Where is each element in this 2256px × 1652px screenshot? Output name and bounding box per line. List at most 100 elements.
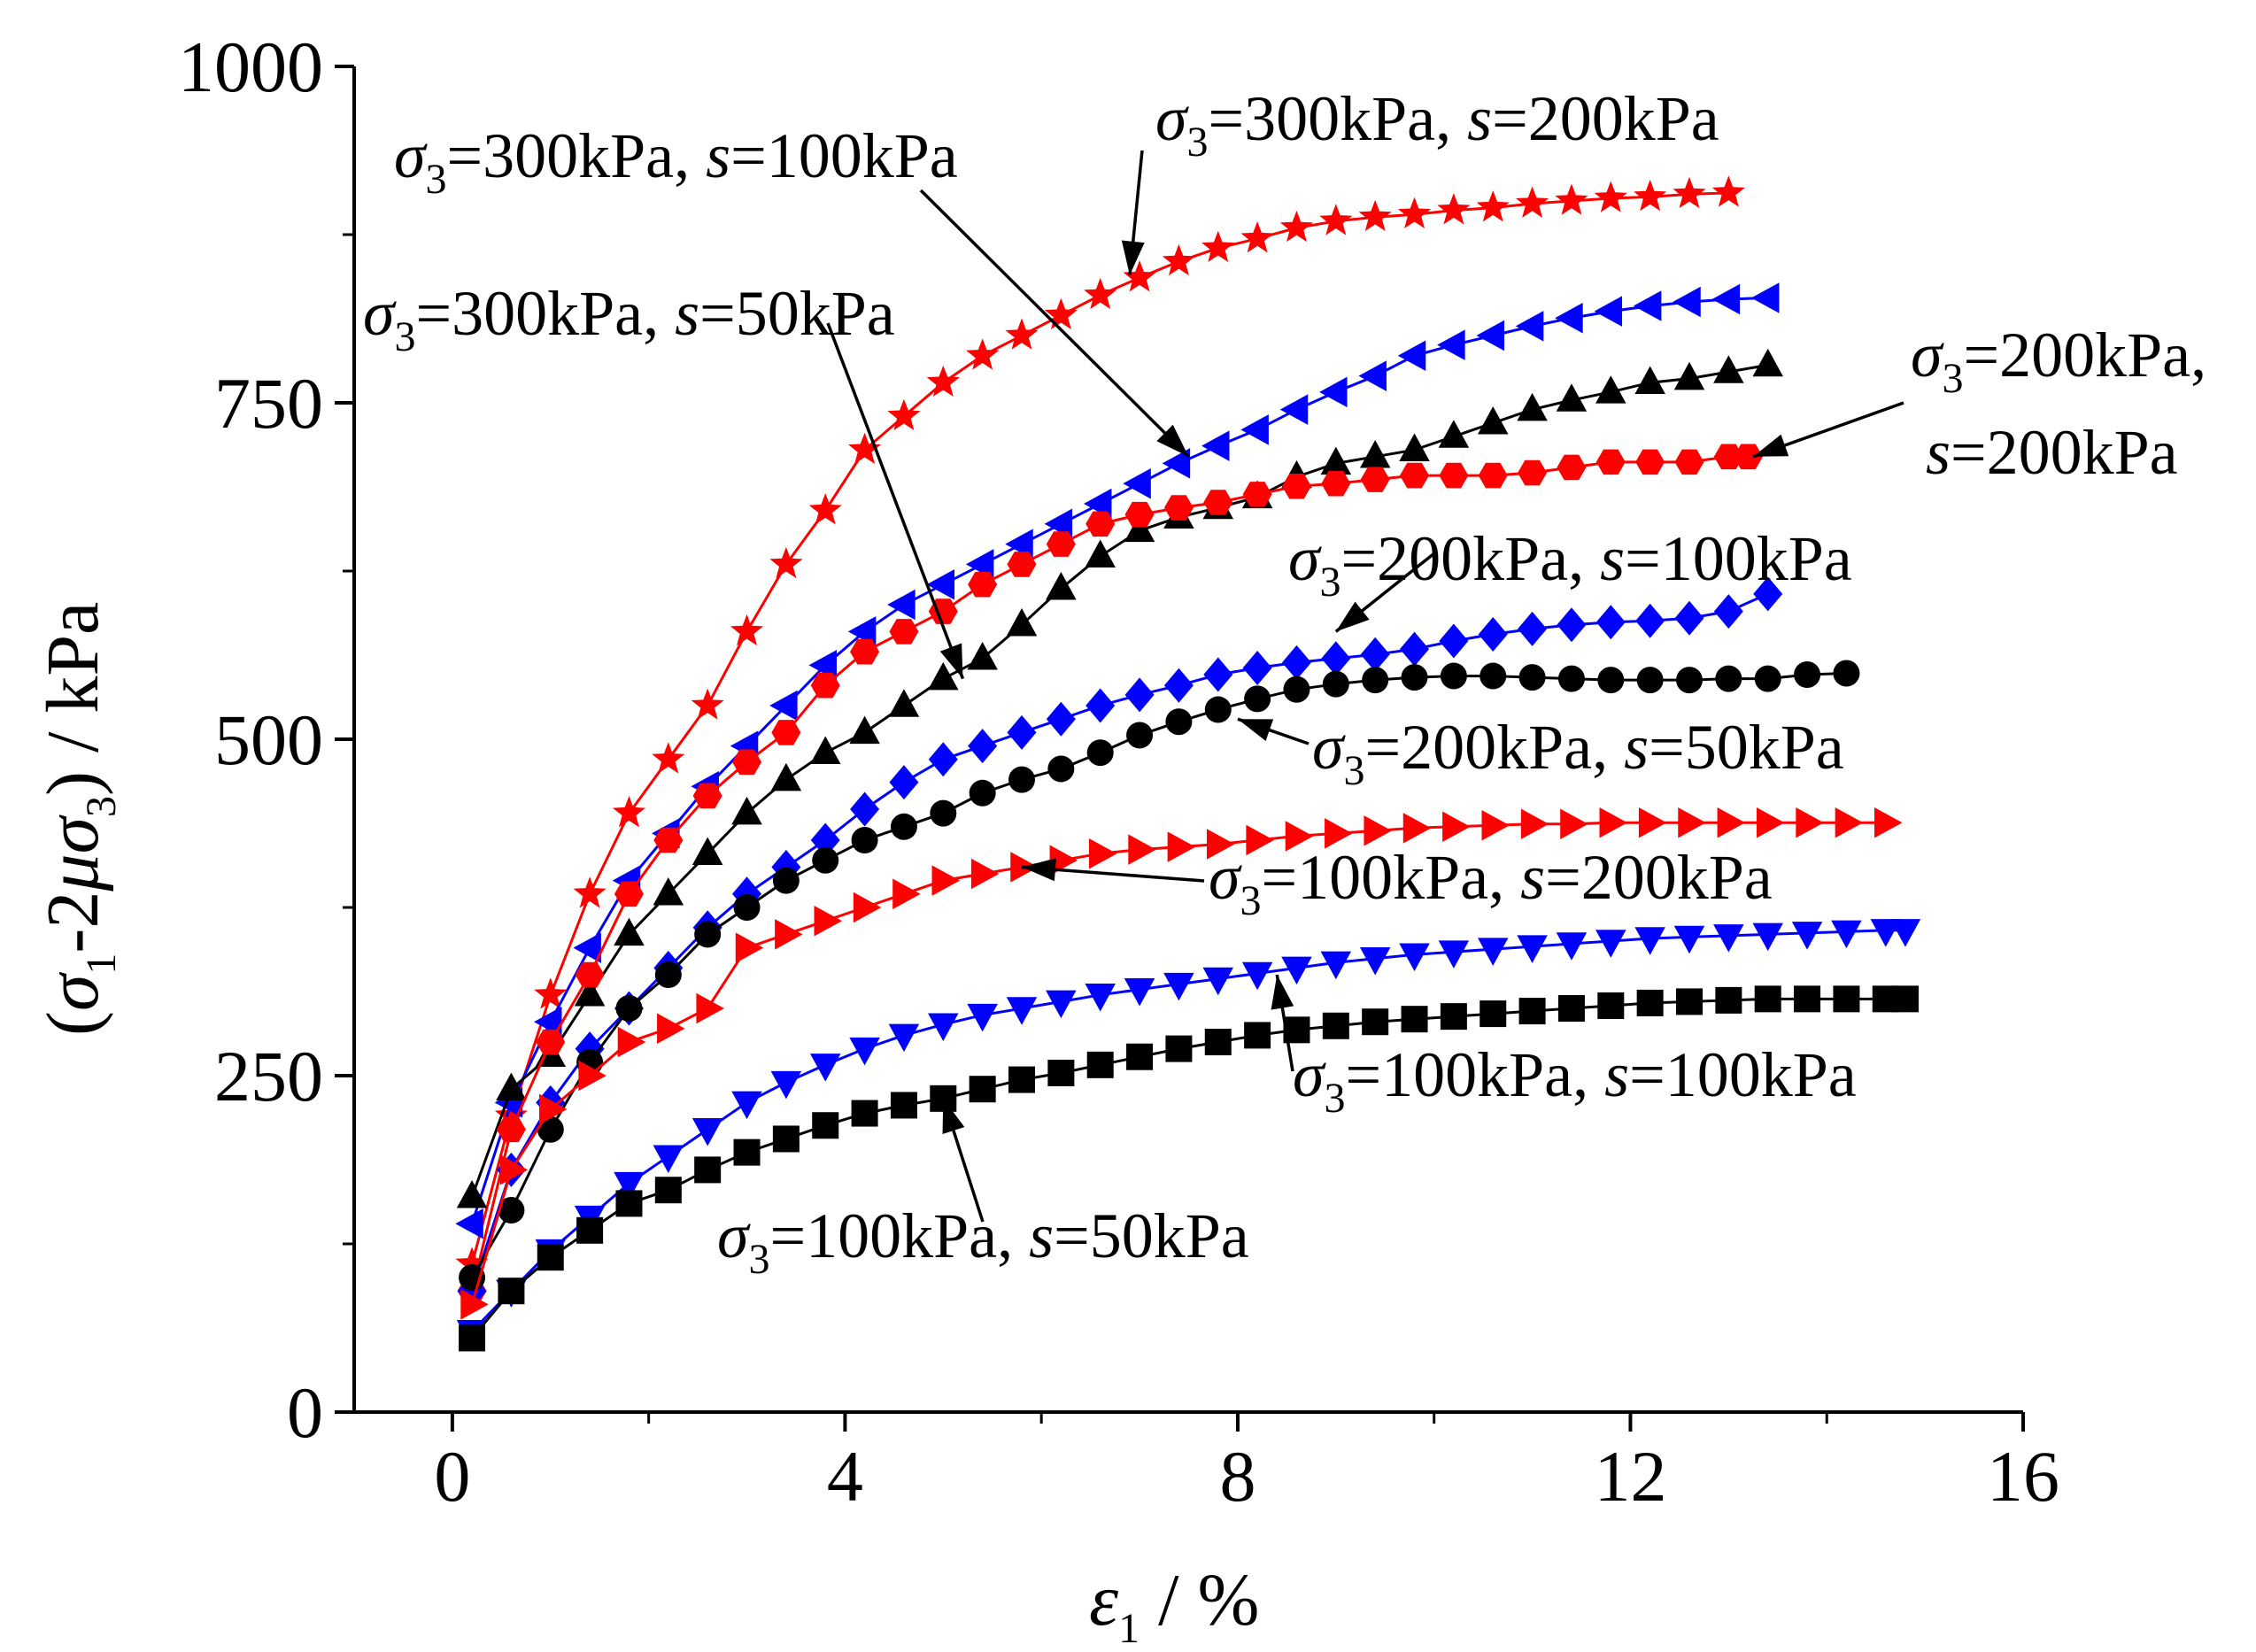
- data-point: [1713, 924, 1744, 953]
- data-point: [537, 1244, 564, 1271]
- data-point: [1400, 631, 1430, 667]
- annotation-arrow-head: [1156, 424, 1189, 457]
- series-4: [457, 444, 1764, 1304]
- data-point: [1478, 462, 1508, 489]
- data-point: [1086, 511, 1116, 537]
- data-point: [1595, 930, 1626, 958]
- data-point: [848, 432, 882, 464]
- data-point: [1360, 467, 1390, 492]
- data-point: [772, 1125, 800, 1153]
- data-point: [887, 398, 921, 430]
- data-point: [1401, 664, 1428, 691]
- annotation-s200-s200-line2: s=200kPa: [1926, 417, 2178, 488]
- annotation-arrow-head: [1335, 601, 1370, 632]
- data-point: [968, 729, 998, 764]
- data-point: [772, 867, 800, 894]
- data-point: [1717, 807, 1746, 838]
- data-point: [967, 642, 998, 670]
- data-point: [810, 672, 840, 699]
- data-point: [1634, 366, 1665, 394]
- data-point: [694, 921, 722, 948]
- data-point: [732, 876, 762, 912]
- data-point: [455, 1208, 483, 1239]
- series-line: [470, 455, 1749, 1292]
- annotation-arrow-head: [1237, 719, 1274, 741]
- annotation-s200-s100: σ3=200kPa, s=100kPa: [1288, 523, 1852, 606]
- data-point: [1362, 1008, 1389, 1036]
- data-point: [1597, 667, 1625, 694]
- data-point: [1163, 972, 1194, 1001]
- data-point: [1322, 1012, 1349, 1039]
- data-point: [1283, 675, 1310, 703]
- data-point: [1201, 430, 1230, 461]
- data-point: [1636, 989, 1664, 1016]
- data-point: [1595, 375, 1626, 404]
- data-point: [928, 1013, 959, 1041]
- data-point: [731, 796, 762, 825]
- data-point: [1124, 677, 1155, 713]
- data-point: [926, 365, 960, 397]
- data-point: [1401, 1006, 1428, 1033]
- x-tick-label: 4: [827, 1436, 863, 1517]
- data-point: [1046, 990, 1077, 1019]
- data-point: [732, 749, 762, 776]
- data-point: [1358, 199, 1392, 232]
- data-point: [1674, 600, 1704, 636]
- data-point: [1285, 821, 1314, 852]
- data-point: [1044, 297, 1078, 329]
- data-point: [1281, 473, 1311, 499]
- data-point: [1244, 1022, 1271, 1049]
- data-point: [1203, 490, 1233, 515]
- data-point: [890, 1092, 917, 1119]
- data-point: [1085, 539, 1116, 568]
- data-point: [1400, 462, 1430, 489]
- data-point: [1833, 660, 1860, 687]
- data-point: [1086, 1051, 1114, 1078]
- data-point: [1246, 824, 1274, 856]
- data-point: [1715, 986, 1742, 1014]
- series-6: [459, 660, 1860, 1291]
- data-point: [1241, 961, 1273, 991]
- series-9: [459, 985, 1919, 1352]
- data-point: [496, 1072, 527, 1100]
- data-point: [849, 1037, 880, 1066]
- data-point: [1008, 766, 1035, 793]
- data-point: [769, 690, 798, 722]
- data-point: [1005, 318, 1039, 350]
- data-point: [769, 546, 803, 579]
- data-point: [809, 736, 841, 764]
- data-point: [1047, 1059, 1075, 1086]
- data-point: [1007, 714, 1037, 750]
- data-point: [691, 1118, 723, 1146]
- data-point: [1046, 572, 1077, 600]
- data-point: [1752, 922, 1783, 952]
- data-point: [889, 765, 919, 800]
- data-point: [1734, 444, 1764, 470]
- data-point: [576, 1216, 604, 1244]
- data-point: [775, 919, 803, 950]
- data-point: [455, 1247, 489, 1278]
- data-point: [1753, 576, 1783, 612]
- data-point: [1046, 701, 1076, 737]
- data-point: [1476, 320, 1504, 351]
- data-point: [1046, 531, 1076, 557]
- data-point: [1833, 985, 1860, 1013]
- data-point: [1752, 348, 1783, 377]
- data-point: [1557, 665, 1585, 692]
- data-point: [1202, 967, 1234, 996]
- data-point: [1517, 935, 1548, 963]
- data-point: [1242, 650, 1272, 685]
- data-point: [534, 977, 568, 1009]
- annotation-s200-s200: σ3=200kPa,: [1911, 320, 2206, 402]
- data-point: [1636, 667, 1664, 694]
- data-point: [691, 837, 723, 865]
- data-point: [1437, 329, 1465, 360]
- data-point: [888, 1023, 920, 1053]
- series-layer: [455, 175, 1921, 1352]
- data-point: [615, 995, 643, 1022]
- data-point: [460, 1289, 489, 1320]
- data-point: [615, 1190, 643, 1217]
- data-point: [849, 715, 880, 745]
- annotation-arrow-head: [1753, 434, 1789, 457]
- annotation-arrow-line: [826, 322, 965, 680]
